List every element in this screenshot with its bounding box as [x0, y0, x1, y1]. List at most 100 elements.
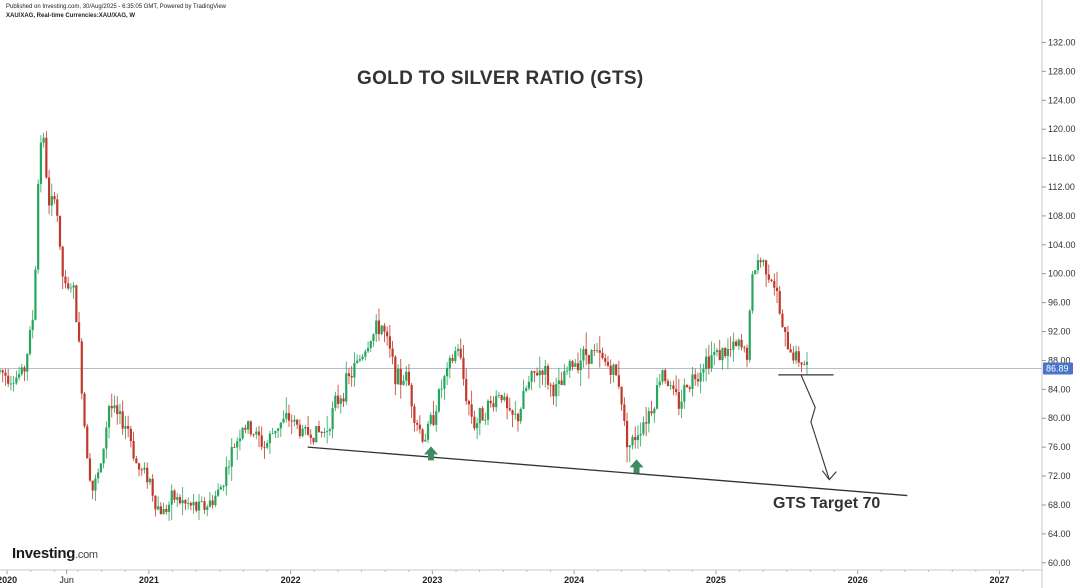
candle-body [28, 330, 32, 354]
annotation-layer [307, 374, 908, 497]
candle-body [203, 501, 206, 510]
candle-body [244, 427, 247, 430]
candle-body [219, 487, 222, 490]
candle-body [576, 363, 580, 371]
candle-body [15, 377, 18, 384]
candle-body [53, 196, 56, 200]
candle-body [732, 341, 735, 350]
up-arrow-icon [423, 446, 438, 461]
candle-body [650, 411, 653, 414]
candle-body [623, 404, 626, 421]
candle-body [478, 408, 481, 424]
logo-brand: Investing [12, 545, 76, 562]
x-tick-label: 2024 [564, 575, 584, 585]
candle-body [361, 356, 364, 360]
candle-body [58, 215, 62, 247]
candle-body [437, 389, 441, 412]
candle-body [72, 285, 75, 288]
candle-body [729, 348, 732, 350]
candle-body [399, 368, 402, 385]
candle-body [143, 467, 146, 470]
candle-body [124, 425, 127, 429]
candle-body [522, 390, 525, 409]
candle-body [236, 441, 239, 448]
candle-body [784, 327, 787, 332]
x-tick-label: 2027 [989, 575, 1009, 585]
candle-body [424, 439, 427, 442]
candle-body [418, 424, 421, 430]
candle-body [683, 385, 686, 402]
candle-body [375, 320, 378, 335]
y-tick-label: 64.00 [1048, 529, 1071, 539]
y-tick-label: 100.00 [1048, 269, 1076, 279]
candle-body [339, 398, 342, 404]
candle-body [489, 400, 492, 404]
candle-body [751, 274, 754, 311]
candle-body [666, 381, 670, 386]
published-header: Published on Investing.com, 30/Aug/2025 … [6, 4, 227, 10]
candle-body [233, 446, 236, 448]
candle-body [770, 279, 773, 281]
candle-body [309, 434, 312, 438]
candle-body [514, 413, 517, 415]
candle-body [268, 433, 272, 444]
candle-body [582, 348, 585, 361]
y-tick-label: 80.00 [1048, 413, 1071, 423]
candle-body [773, 280, 776, 288]
candle-body [505, 396, 509, 409]
projection-arrowhead [821, 470, 837, 481]
candle-body [511, 410, 514, 415]
candle-body [135, 458, 138, 464]
candle-body [328, 429, 331, 432]
candle-body [484, 419, 487, 421]
candle-body [263, 446, 266, 448]
candle-body [296, 419, 299, 425]
candle-body [17, 374, 21, 378]
candle-body [530, 371, 533, 382]
candle-body [189, 503, 192, 506]
candle-body [388, 336, 391, 349]
candle-body [249, 421, 252, 435]
candle-body [525, 388, 528, 391]
candle-body [56, 199, 59, 216]
candle-body [685, 385, 689, 388]
candle-body [176, 497, 179, 500]
candle-body [342, 398, 345, 402]
candle-body [555, 384, 558, 397]
candle-body [574, 363, 577, 367]
candle-body [715, 350, 719, 352]
investing-logo[interactable]: Investing.com [12, 545, 98, 562]
candle-body [304, 427, 307, 429]
candle-body [358, 359, 361, 361]
candle-body [47, 177, 51, 206]
candle-body [181, 500, 184, 504]
candle-body [805, 361, 809, 365]
candle-body [710, 354, 713, 369]
candle-body [726, 348, 730, 357]
candle-body [617, 375, 620, 387]
candle-body [116, 405, 119, 415]
candle-body [39, 142, 42, 184]
candle-body [94, 478, 97, 491]
projection-path [800, 374, 830, 480]
candle-body [276, 428, 280, 431]
y-tick-label: 76.00 [1048, 442, 1071, 452]
candle-body [331, 408, 334, 430]
candle-body [238, 438, 242, 442]
candle-body [173, 490, 176, 500]
candle-body [699, 372, 702, 382]
candle-body [369, 341, 372, 349]
candle-body [677, 392, 680, 409]
x-tick-label: 2023 [422, 575, 442, 585]
candle-body [347, 373, 351, 377]
candle-body [290, 420, 293, 422]
candle-body [448, 357, 451, 368]
candle-body [675, 388, 678, 393]
y-tick-label: 68.00 [1048, 500, 1071, 510]
candle-body [200, 501, 203, 503]
candle-body [99, 463, 102, 473]
candle-body [380, 325, 383, 335]
candle-body [462, 357, 465, 379]
candle-body [315, 425, 318, 443]
